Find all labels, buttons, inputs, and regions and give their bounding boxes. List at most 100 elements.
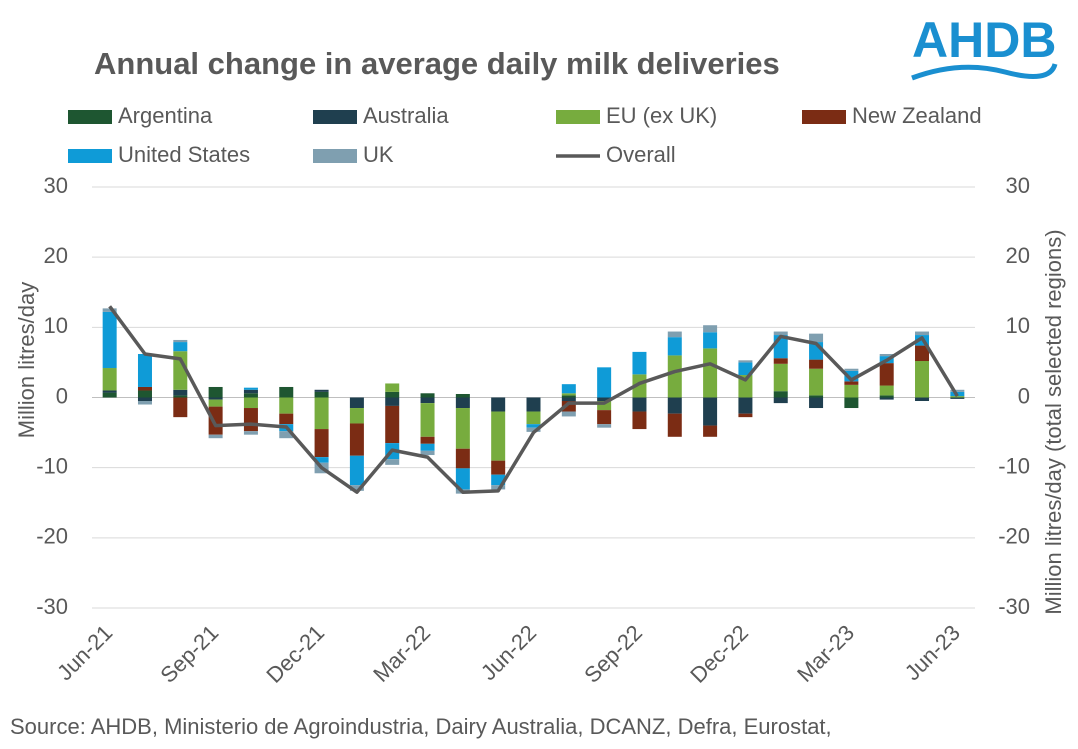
bar-segment: [773, 391, 788, 398]
y2-tick-label: -30: [998, 594, 1030, 619]
legend-label: UK: [363, 142, 394, 167]
bar-segment: [349, 423, 364, 456]
bar-segment: [102, 392, 117, 398]
bar-segment: [173, 397, 188, 418]
legend-label: EU (ex UK): [606, 103, 717, 128]
bar-segment: [243, 387, 258, 390]
legend-swatch: [313, 110, 357, 124]
bar-segment: [667, 337, 682, 356]
logo: AHDB: [911, 12, 1058, 81]
y2-tick-label: 30: [1006, 173, 1030, 198]
x-tick-label: Dec-22: [685, 620, 753, 688]
bar-segment: [597, 410, 612, 425]
bar-segment: [420, 403, 435, 437]
logo-wave: [911, 63, 1058, 81]
bar-segment: [809, 333, 824, 343]
bar-segment: [491, 485, 506, 490]
bar-segment: [844, 397, 859, 409]
bar-segment: [879, 385, 894, 396]
bar-segment: [738, 397, 753, 414]
bar-segment: [738, 362, 753, 376]
bar-segment: [137, 401, 152, 405]
bar-segment: [102, 311, 117, 369]
bar-segment: [243, 393, 258, 398]
bar-segment: [703, 332, 718, 349]
bar-segment: [173, 351, 188, 390]
y-tick-label: -20: [36, 524, 68, 549]
bar-segment: [561, 395, 576, 398]
bar-segment: [385, 383, 400, 392]
legend-swatch: [802, 110, 846, 124]
bar-segment: [915, 397, 930, 402]
legend-label: New Zealand: [852, 103, 982, 128]
bar-segment: [526, 424, 541, 428]
bar-segment: [561, 384, 576, 394]
bar-segment: [773, 363, 788, 392]
bar-segment: [738, 360, 753, 363]
bar-segment: [102, 368, 117, 391]
bar-segment: [173, 342, 188, 352]
y2-tick-label: 0: [1018, 383, 1030, 408]
x-tick-label: Jun-21: [52, 620, 117, 685]
y2-tick-label: 10: [1006, 313, 1030, 338]
bar-segment: [879, 397, 894, 400]
bar-segment: [455, 448, 470, 469]
legend-label: Argentina: [118, 103, 213, 128]
bar-segment: [349, 408, 364, 424]
bar-segment: [173, 389, 188, 396]
bar-segment: [102, 308, 117, 312]
bar-segment: [915, 345, 930, 362]
bar-segment: [455, 408, 470, 449]
bar-segment: [703, 325, 718, 333]
bar-segment: [349, 455, 364, 486]
bar-segment: [491, 411, 506, 461]
y-tick-label: -10: [36, 453, 68, 478]
bar-segment: [279, 386, 294, 398]
x-tick-label: Sep-22: [579, 620, 647, 688]
bar-segment: [844, 381, 859, 385]
bar-segment: [385, 459, 400, 465]
x-tick-label: Mar-23: [792, 620, 859, 687]
y-tick-label: -30: [36, 594, 68, 619]
bar-segment: [773, 358, 788, 364]
y2-tick-label: -20: [998, 524, 1030, 549]
bar-segment: [243, 397, 258, 409]
legend-label: Overall: [606, 142, 676, 167]
bar-segment: [314, 429, 329, 458]
bar-segment: [879, 395, 894, 398]
legend-swatch: [556, 110, 600, 124]
logo-text: AHDB: [912, 12, 1056, 68]
bar-segment: [173, 395, 188, 398]
bar-segment: [314, 391, 329, 398]
bar-segment: [420, 443, 435, 451]
bar-segment: [632, 351, 647, 375]
bar-segment: [385, 405, 400, 444]
bar-segment: [420, 397, 435, 404]
bar-segment: [243, 389, 258, 394]
bar-segment: [950, 389, 965, 392]
bar-segment: [420, 393, 435, 398]
bar-segment: [385, 397, 400, 406]
bar-segment: [667, 331, 682, 338]
bar-segment: [526, 397, 541, 412]
legend-label: Australia: [363, 103, 449, 128]
bar-segment: [703, 425, 718, 437]
bar-segment: [667, 355, 682, 398]
bar-segment: [844, 384, 859, 398]
bar-segment: [667, 413, 682, 437]
source-note: Source: AHDB, Ministerio de Agroindustri…: [10, 714, 832, 739]
chart-title: Annual change in average daily milk deli…: [94, 46, 780, 81]
bar-segment: [279, 431, 294, 439]
bar-segment: [243, 431, 258, 435]
bar-segment: [632, 374, 647, 398]
bar-segment: [526, 427, 541, 432]
bar-segment: [208, 397, 223, 400]
bar-segment: [632, 397, 647, 412]
x-tick-label: Jun-23: [900, 620, 965, 685]
y2-tick-label: -10: [998, 453, 1030, 478]
bar-segment: [314, 457, 329, 463]
bar-segment: [915, 331, 930, 336]
bar-segment: [173, 339, 188, 343]
bar-segment: [773, 397, 788, 404]
bar-segment: [491, 460, 506, 475]
